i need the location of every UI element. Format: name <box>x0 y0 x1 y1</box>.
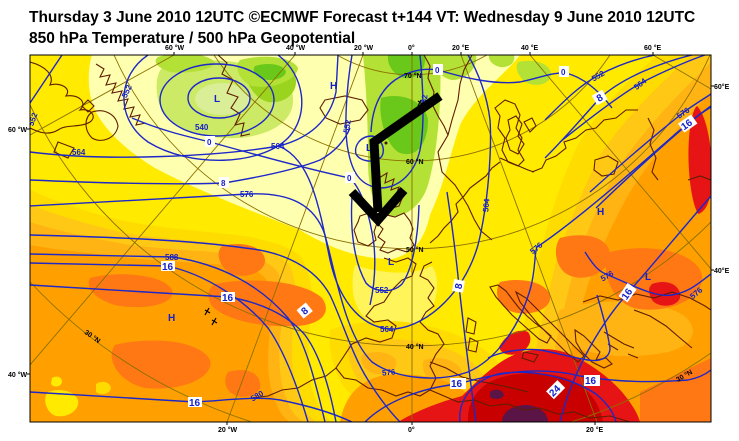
svg-text:50 °N: 50 °N <box>406 246 424 254</box>
svg-text:60 °W: 60 °W <box>165 44 185 52</box>
svg-text:8: 8 <box>299 305 311 317</box>
svg-text:552: 552 <box>375 286 389 295</box>
svg-text:16: 16 <box>189 398 201 409</box>
svg-text:60°E: 60°E <box>714 83 730 91</box>
svg-text:20 °E: 20 °E <box>452 44 470 52</box>
svg-text:L: L <box>388 257 394 268</box>
svg-text:40 °W: 40 °W <box>286 44 306 52</box>
svg-text:576: 576 <box>240 190 254 199</box>
svg-text:564: 564 <box>72 148 86 157</box>
svg-text:20 °W: 20 °W <box>218 426 238 434</box>
svg-text:552: 552 <box>342 118 353 133</box>
svg-text:8: 8 <box>221 179 226 188</box>
svg-text:16: 16 <box>451 379 463 390</box>
svg-text:0: 0 <box>561 68 566 77</box>
svg-text:0°: 0° <box>408 426 415 434</box>
svg-text:564: 564 <box>481 198 491 213</box>
svg-text:40 °E: 40 °E <box>521 44 539 52</box>
svg-text:70 °N: 70 °N <box>404 72 422 80</box>
svg-text:H: H <box>597 207 604 218</box>
svg-text:60 °E: 60 °E <box>644 44 662 52</box>
svg-text:40 °W: 40 °W <box>8 371 28 379</box>
svg-text:H: H <box>330 81 337 92</box>
svg-text:60 °W: 60 °W <box>8 126 28 134</box>
svg-text:8: 8 <box>454 282 466 290</box>
svg-text:540: 540 <box>195 123 209 132</box>
svg-text:0: 0 <box>435 66 440 75</box>
svg-text:L: L <box>366 143 372 154</box>
svg-text:Thursday 3 June 2010 12UTC ©EC: Thursday 3 June 2010 12UTC ©ECMWF Foreca… <box>29 9 695 26</box>
svg-text:564: 564 <box>380 325 394 334</box>
svg-text:16: 16 <box>222 293 234 304</box>
svg-text:0: 0 <box>207 138 212 147</box>
svg-text:0: 0 <box>347 174 352 183</box>
svg-text:40°E: 40°E <box>714 267 730 275</box>
svg-text:588: 588 <box>165 253 179 262</box>
svg-text:8: 8 <box>595 92 606 105</box>
svg-text:16: 16 <box>585 376 597 387</box>
svg-text:16: 16 <box>162 262 174 273</box>
svg-text:60 °N: 60 °N <box>406 158 424 166</box>
svg-text:576: 576 <box>382 368 397 378</box>
svg-text:L: L <box>214 94 220 105</box>
svg-text:552: 552 <box>419 94 429 109</box>
svg-text:850 hPa Temperature / 500 hPa: 850 hPa Temperature / 500 hPa Geopotenti… <box>29 30 355 47</box>
svg-text:20 °W: 20 °W <box>354 44 374 52</box>
svg-text:564: 564 <box>271 142 285 151</box>
svg-text:20 °E: 20 °E <box>586 426 604 434</box>
svg-text:H: H <box>168 313 175 324</box>
svg-text:552: 552 <box>27 111 40 127</box>
svg-text:L: L <box>645 272 651 283</box>
svg-text:40 °N: 40 °N <box>406 343 424 351</box>
svg-text:0°: 0° <box>408 44 415 52</box>
